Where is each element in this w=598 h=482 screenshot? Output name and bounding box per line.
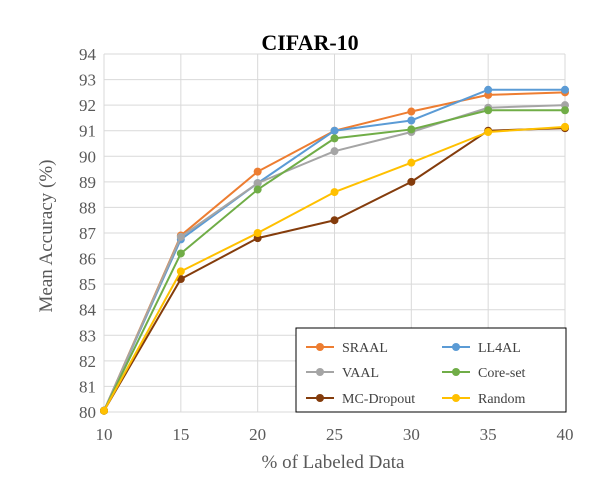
x-tick-label: 10 [96,425,113,444]
series-layer [100,85,569,415]
data-point [407,125,416,134]
y-tick-label: 90 [79,147,96,166]
data-point [100,406,108,415]
x-tick-label: 30 [403,425,420,444]
legend-item-random: Random [442,392,526,407]
x-axis-label: % of Labeled Data [262,452,406,473]
x-axis-ticks: 10 15 20 25 30 35 40 [96,425,574,444]
legend-label: VAAL [342,366,379,381]
chart-title: CIFAR-10 [261,30,358,55]
data-point [330,134,339,143]
y-tick-label: 92 [79,96,96,115]
data-point [176,267,185,276]
data-point [330,126,339,135]
data-point [330,147,339,156]
legend: SRAAL LL4AL VAAL Core-set MC-Dropout Random [295,327,567,413]
legend-item-mc-dropout: MC-Dropout [306,392,415,407]
legend-label: LL4AL [478,341,521,356]
data-point [484,106,493,115]
y-tick-label: 93 [79,71,96,90]
data-point [484,85,493,94]
legend-label: Core-set [478,366,526,381]
y-tick-label: 82 [79,352,96,371]
y-tick-label: 81 [79,377,96,396]
data-point [253,179,262,188]
y-tick-label: 84 [79,301,97,320]
y-tick-label: 91 [79,122,96,141]
x-tick-label: 35 [480,425,497,444]
data-point [253,167,262,176]
series-random [100,122,569,415]
data-point [561,122,569,131]
x-tick-label: 15 [172,425,189,444]
legend-item-ll4al: LL4AL [442,341,521,356]
y-tick-label: 85 [79,275,96,294]
y-axis-label: Mean Accuracy (%) [36,160,57,313]
legend-item-vaal: VAAL [306,366,379,381]
x-tick-label: 40 [557,425,574,444]
legend-box [295,327,567,413]
legend-label: Random [478,392,526,407]
y-tick-label: 87 [79,224,97,243]
legend-label: MC-Dropout [342,392,415,407]
y-tick-label: 94 [79,45,97,64]
legend-item-sraal: SRAAL [306,341,388,356]
data-point [484,127,493,136]
y-tick-label: 80 [79,403,96,422]
data-point [561,85,569,94]
legend-item-core-set: Core-set [442,366,526,381]
data-point [407,177,416,186]
data-point [253,229,262,237]
data-point [176,249,185,258]
y-tick-label: 88 [79,198,96,217]
data-point [253,185,262,194]
legend-swatch-marker [316,394,324,402]
y-axis-ticks: 80 81 82 83 84 85 86 87 88 89 90 91 92 93 94 [79,45,97,422]
y-tick-label: 86 [79,250,96,269]
data-point [176,232,185,241]
data-point [407,107,416,116]
legend-swatch-marker [452,368,460,376]
x-tick-label: 20 [249,425,266,444]
data-point [407,158,416,167]
legend-swatch-marker [316,343,324,351]
data-point [407,116,416,125]
x-tick-label: 25 [326,425,343,444]
y-tick-label: 89 [79,173,96,192]
data-point [330,216,339,225]
legend-label: SRAAL [342,341,388,356]
legend-swatch-marker [316,368,324,376]
legend-swatch-marker [452,394,460,402]
y-tick-label: 83 [79,326,96,345]
data-point [561,106,569,115]
data-point [330,188,339,197]
legend-swatch-marker [452,343,460,351]
